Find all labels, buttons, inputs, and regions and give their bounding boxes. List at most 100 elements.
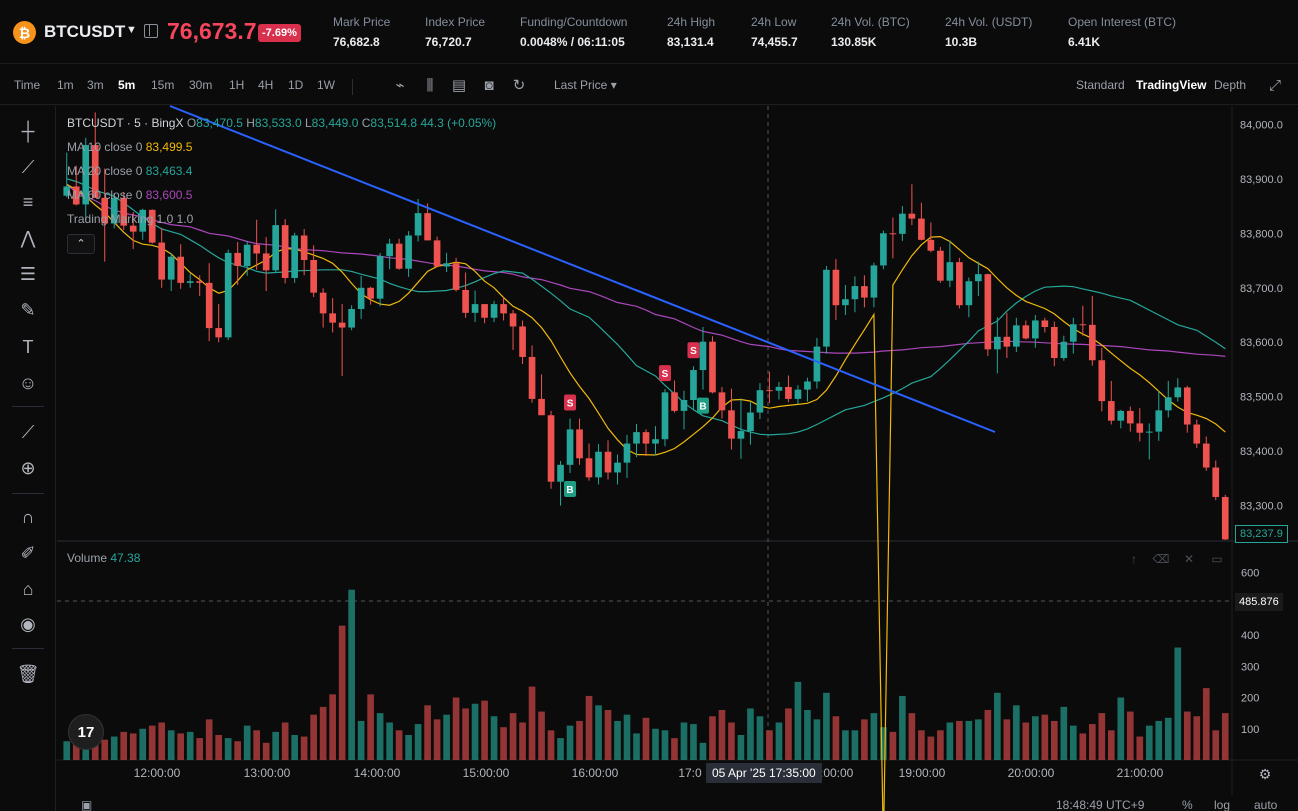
view-standard[interactable]: Standard <box>1076 78 1125 92</box>
interval-30m[interactable]: 30m <box>189 78 213 92</box>
volume-bar <box>224 738 232 760</box>
sell-signal: S <box>564 394 577 411</box>
clock-label: 18:48:49 UTC+9 <box>1056 798 1145 811</box>
candle-body <box>329 313 336 323</box>
volume-bar <box>129 733 137 760</box>
percent-toggle[interactable]: % <box>1182 798 1193 811</box>
pane-delete-icon[interactable]: ⌫ <box>1152 552 1170 566</box>
candle-body <box>728 410 735 439</box>
candle-body <box>718 392 726 411</box>
volume-bar <box>623 714 631 760</box>
brush-icon[interactable]: ✎ <box>20 300 36 320</box>
ma20-legend[interactable]: MA 20 close 0 83,463.4 <box>67 164 192 178</box>
fib-icon[interactable]: ☰ <box>19 264 37 284</box>
settings-gear-icon[interactable]: ⚙ <box>1259 767 1272 783</box>
chart-type-icon[interactable]: ⌁ <box>395 77 405 94</box>
pattern-icon[interactable]: ⋀ <box>20 228 36 248</box>
marking-value: 1.0 1.0 <box>156 212 194 226</box>
indicators-icon[interactable]: ▤ <box>451 77 467 94</box>
volume-bar <box>215 735 223 760</box>
candle-body <box>1032 320 1039 339</box>
date-range-icon[interactable]: ▣ <box>81 798 93 811</box>
crosshair-icon[interactable]: ┼ <box>21 121 35 141</box>
interval-1d[interactable]: 1D <box>288 78 304 92</box>
stat-label: Open Interest (BTC) <box>1068 15 1177 29</box>
interval-4h[interactable]: 4H <box>258 78 274 92</box>
volume-bar <box>1145 725 1153 760</box>
interval-time[interactable]: Time <box>14 78 41 92</box>
stat-24h-high: 24h High 83,131.4 <box>667 15 715 49</box>
lock-drawing-icon[interactable]: ✐ <box>20 543 36 563</box>
legend-o-key: O <box>186 116 197 130</box>
emoji-icon[interactable]: ☺ <box>18 373 38 393</box>
volume-tick-label: 100 <box>1241 724 1259 736</box>
view-depth[interactable]: Depth <box>1214 78 1247 92</box>
interval-5m[interactable]: 5m <box>118 78 136 92</box>
candles-icon[interactable]: ⫼ <box>426 77 434 94</box>
magnet-icon[interactable]: ∩ <box>21 507 35 527</box>
volume-bar <box>234 741 241 760</box>
auto-toggle[interactable]: auto <box>1254 798 1278 811</box>
caret-down-icon[interactable]: ▼ <box>126 24 137 36</box>
reset-icon[interactable]: ↻ <box>512 77 526 94</box>
candle-body <box>509 313 517 327</box>
candle-body <box>585 458 593 478</box>
candle-body <box>547 415 555 482</box>
time-tick-label: 20:00:00 <box>1008 766 1055 780</box>
volume-bar <box>908 713 916 760</box>
view-tradingview[interactable]: TradingView <box>1136 78 1207 92</box>
symbol-selector[interactable]: BTCUSDT <box>44 22 126 41</box>
interval-1h[interactable]: 1H <box>229 78 245 92</box>
interval-1m[interactable]: 1m <box>57 78 74 92</box>
log-toggle[interactable]: log <box>1214 798 1231 811</box>
interval-1w[interactable]: 1W <box>317 78 335 92</box>
stat-open-interest: Open Interest (BTC) 6.41K <box>1068 15 1176 49</box>
book-icon[interactable] <box>144 24 158 38</box>
trendline-icon[interactable]: ⟋ <box>21 157 35 177</box>
volume-bar <box>1164 717 1172 760</box>
candle-body <box>899 213 906 234</box>
candle-body <box>500 304 507 314</box>
legend-title[interactable]: BTCUSDT · 5 · BingX <box>67 116 184 130</box>
volume-bar <box>481 700 488 760</box>
camera-icon[interactable]: ◙ <box>484 77 494 94</box>
unlock-icon[interactable]: ⌂ <box>22 579 34 599</box>
pane-close-icon[interactable]: ✕ <box>1183 552 1195 566</box>
volume-bar <box>595 705 602 760</box>
marking-legend[interactable]: Trading Marking 1.0 1.0 <box>67 212 193 226</box>
ma10-legend[interactable]: MA 10 close 0 83,499.5 <box>67 140 192 154</box>
volume-legend[interactable]: Volume 47.38 <box>67 551 140 565</box>
pane-maximize-icon[interactable]: ▭ <box>1211 552 1223 566</box>
sell-signal: S <box>687 342 700 359</box>
collapse-legend-button[interactable]: ⌃ <box>67 234 95 254</box>
volume-bar <box>1107 730 1115 760</box>
stat-value: 74,455.7 <box>751 35 798 49</box>
volume-bar <box>329 694 336 760</box>
text-icon[interactable]: T <box>22 337 34 357</box>
ruler-icon[interactable]: ⟋ <box>21 422 35 442</box>
volume-bar <box>661 730 669 760</box>
ma10-value: 83,499.5 <box>145 140 193 154</box>
candle-body <box>1136 423 1144 433</box>
candle-body <box>775 386 783 391</box>
pane-up-icon[interactable]: ↑ <box>1131 552 1137 566</box>
trash-icon[interactable]: 🗑 <box>16 664 40 684</box>
interval-3m[interactable]: 3m <box>87 78 104 92</box>
volume-bar <box>500 727 507 760</box>
volume-bar <box>899 695 906 760</box>
interval-15m[interactable]: 15m <box>151 78 175 92</box>
tradingview-logo[interactable]: 17 <box>68 714 104 750</box>
candle-body <box>281 225 289 278</box>
eye-icon[interactable]: ◉ <box>20 614 36 634</box>
signal-label: S <box>662 369 669 380</box>
horizontal-lines-icon[interactable]: ≡ <box>22 192 34 212</box>
fullscreen-icon[interactable]: ⤢ <box>1268 77 1281 94</box>
ma60-legend[interactable]: MA 60 close 0 83,600.5 <box>67 188 192 202</box>
candle-body <box>785 386 792 399</box>
price-type-select[interactable]: Last Price ▾ <box>554 78 617 92</box>
volume-bar <box>813 719 821 760</box>
volume-bar <box>205 719 213 760</box>
volume-bar <box>785 708 792 760</box>
zoom-icon[interactable]: ⊕ <box>20 458 36 478</box>
